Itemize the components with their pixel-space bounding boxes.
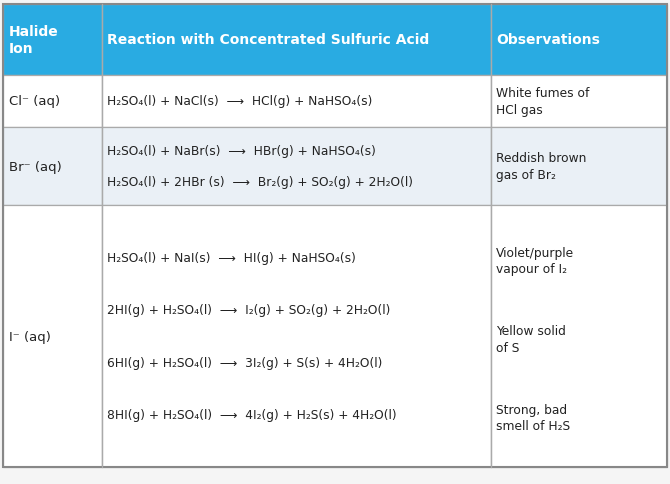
Bar bbox=[3, 206, 102, 467]
Text: Reaction with Concentrated Sulfuric Acid: Reaction with Concentrated Sulfuric Acid bbox=[107, 33, 429, 47]
Bar bbox=[491, 206, 667, 467]
Text: White fumes of
HCl gas: White fumes of HCl gas bbox=[496, 87, 590, 117]
Bar bbox=[3, 5, 102, 76]
Text: H₂SO₄(l) + NaI(s)  ⟶  HI(g) + NaHSO₄(s): H₂SO₄(l) + NaI(s) ⟶ HI(g) + NaHSO₄(s) bbox=[107, 252, 356, 264]
Bar bbox=[491, 5, 667, 76]
Bar bbox=[102, 128, 491, 206]
Text: Violet/purple
vapour of I₂: Violet/purple vapour of I₂ bbox=[496, 246, 574, 276]
Text: Reddish brown
gas of Br₂: Reddish brown gas of Br₂ bbox=[496, 152, 587, 182]
Text: Br⁻ (aq): Br⁻ (aq) bbox=[9, 160, 62, 173]
Text: Yellow solid
of S: Yellow solid of S bbox=[496, 325, 566, 354]
Bar bbox=[102, 206, 491, 467]
Bar bbox=[102, 76, 491, 128]
Text: H₂SO₄(l) + NaBr(s)  ⟶  HBr(g) + NaHSO₄(s): H₂SO₄(l) + NaBr(s) ⟶ HBr(g) + NaHSO₄(s) bbox=[107, 145, 376, 157]
Bar bbox=[102, 5, 491, 76]
Text: I⁻ (aq): I⁻ (aq) bbox=[9, 330, 51, 343]
Text: Cl⁻ (aq): Cl⁻ (aq) bbox=[9, 95, 60, 108]
Text: 2HI(g) + H₂SO₄(l)  ⟶  I₂(g) + SO₂(g) + 2H₂O(l): 2HI(g) + H₂SO₄(l) ⟶ I₂(g) + SO₂(g) + 2H₂… bbox=[107, 304, 390, 317]
Text: 6HI(g) + H₂SO₄(l)  ⟶  3I₂(g) + S(s) + 4H₂O(l): 6HI(g) + H₂SO₄(l) ⟶ 3I₂(g) + S(s) + 4H₂O… bbox=[107, 356, 383, 369]
Bar bbox=[491, 76, 667, 128]
Bar bbox=[491, 128, 667, 206]
Text: H₂SO₄(l) + 2HBr (s)  ⟶  Br₂(g) + SO₂(g) + 2H₂O(l): H₂SO₄(l) + 2HBr (s) ⟶ Br₂(g) + SO₂(g) + … bbox=[107, 176, 413, 189]
Text: 8HI(g) + H₂SO₄(l)  ⟶  4I₂(g) + H₂S(s) + 4H₂O(l): 8HI(g) + H₂SO₄(l) ⟶ 4I₂(g) + H₂S(s) + 4H… bbox=[107, 408, 397, 421]
Bar bbox=[3, 128, 102, 206]
Bar bbox=[3, 76, 102, 128]
Text: Strong, bad
smell of H₂S: Strong, bad smell of H₂S bbox=[496, 403, 570, 433]
Text: Halide
Ion: Halide Ion bbox=[9, 25, 58, 56]
Text: H₂SO₄(l) + NaCl(s)  ⟶  HCl(g) + NaHSO₄(s): H₂SO₄(l) + NaCl(s) ⟶ HCl(g) + NaHSO₄(s) bbox=[107, 95, 373, 108]
Text: Observations: Observations bbox=[496, 33, 600, 47]
